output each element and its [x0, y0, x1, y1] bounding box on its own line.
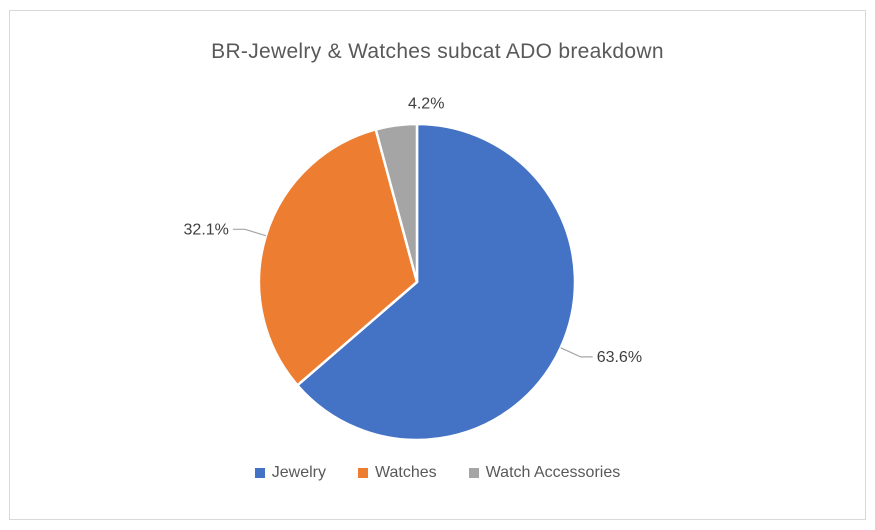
chart-title: BR-Jewelry & Watches subcat ADO breakdow… [211, 40, 664, 63]
data-label-jewelry: 63.6% [597, 349, 642, 366]
legend-swatch-jewelry [254, 468, 265, 478]
leader-line-watches [232, 228, 267, 237]
legend-item-jewelry: Jewelry [254, 464, 326, 482]
pie-slice-jewelry [296, 122, 577, 442]
legend-label-jewelry: Jewelry [271, 464, 326, 481]
legend-swatch-watch-accessories [468, 468, 479, 478]
pie-slice-watches [257, 128, 419, 387]
legend-item-watches: Watches [358, 464, 437, 482]
legend-label-watches: Watches [375, 464, 437, 481]
chart-legend: Jewelry Watches Watch Accessories [0, 464, 875, 482]
data-label-watches: 32.1% [184, 221, 229, 238]
legend-swatch-watches [358, 468, 368, 478]
data-label-watch-accessories: 4.2% [408, 95, 444, 112]
pie-slice-watch-accessories [374, 122, 419, 284]
leader-line-jewelry [560, 347, 593, 358]
legend-label-watch-accessories: Watch Accessories [485, 464, 621, 481]
legend-item-watch-accessories: Watch Accessories [468, 464, 621, 482]
